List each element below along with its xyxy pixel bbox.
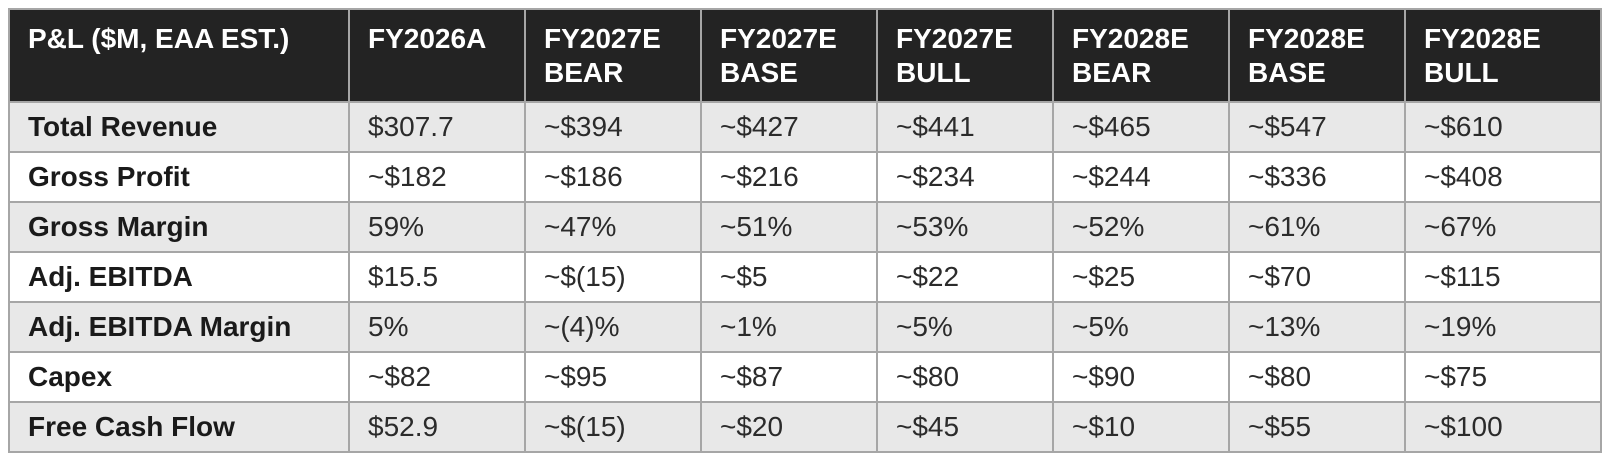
header-cell-fy2028e-bull: FY2028E BULL [1404,7,1602,104]
table-row-total-revenue: Total Revenue $307.7 ~$394 ~$427 ~$441 ~… [8,101,1602,154]
table-header-row: P&L ($M, EAA EST.) FY2026A FY2027E BEAR … [8,7,1602,104]
cell: $52.9 [348,401,526,454]
header-cell-fy2027e-bull: FY2027E BULL [876,7,1054,104]
cell: 59% [348,201,526,254]
cell: ~61% [1228,201,1406,254]
row-label: Gross Profit [8,151,350,204]
cell: ~51% [700,201,878,254]
row-label: Total Revenue [8,101,350,154]
header-cell-fy2028e-bear: FY2028E BEAR [1052,7,1230,104]
row-label: Adj. EBITDA Margin [8,301,350,354]
row-label: Gross Margin [8,201,350,254]
cell: ~$90 [1052,351,1230,404]
cell: ~$547 [1228,101,1406,154]
cell: ~1% [700,301,878,354]
cell: ~13% [1228,301,1406,354]
cell: ~47% [524,201,702,254]
cell: $15.5 [348,251,526,304]
cell: ~5% [1052,301,1230,354]
cell: ~5% [876,301,1054,354]
cell: ~$610 [1404,101,1602,154]
cell: ~$80 [1228,351,1406,404]
cell: ~$216 [700,151,878,204]
cell: ~$80 [876,351,1054,404]
cell: ~$25 [1052,251,1230,304]
cell: ~$5 [700,251,878,304]
cell: ~$75 [1404,351,1602,404]
header-cell-fy2027e-bear: FY2027E BEAR [524,7,702,104]
cell: ~(4)% [524,301,702,354]
cell: ~52% [1052,201,1230,254]
cell: ~53% [876,201,1054,254]
cell: ~$70 [1228,251,1406,304]
row-label: Capex [8,351,350,404]
header-cell-fy2027e-base: FY2027E BASE [700,7,878,104]
cell: ~$465 [1052,101,1230,154]
table-row-free-cash-flow: Free Cash Flow $52.9 ~$(15) ~$20 ~$45 ~$… [8,401,1602,454]
header-cell-fy2028e-base: FY2028E BASE [1228,7,1406,104]
cell: ~67% [1404,201,1602,254]
cell: ~$55 [1228,401,1406,454]
cell: ~$427 [700,101,878,154]
cell: ~$87 [700,351,878,404]
table-row-gross-margin: Gross Margin 59% ~47% ~51% ~53% ~52% ~61… [8,201,1602,254]
cell: $307.7 [348,101,526,154]
cell: ~$22 [876,251,1054,304]
cell: ~$186 [524,151,702,204]
cell: ~$95 [524,351,702,404]
table-row-capex: Capex ~$82 ~$95 ~$87 ~$80 ~$90 ~$80 ~$75 [8,351,1602,404]
cell: ~$45 [876,401,1054,454]
cell: ~$182 [348,151,526,204]
cell: ~$(15) [524,401,702,454]
cell: ~$408 [1404,151,1602,204]
cell: ~$441 [876,101,1054,154]
header-cell-metric: P&L ($M, EAA EST.) [8,7,350,104]
cell: ~$(15) [524,251,702,304]
cell: ~$394 [524,101,702,154]
table-row-adj-ebitda: Adj. EBITDA $15.5 ~$(15) ~$5 ~$22 ~$25 ~… [8,251,1602,304]
cell: 5% [348,301,526,354]
cell: ~$234 [876,151,1054,204]
cell: ~$82 [348,351,526,404]
pnl-scenario-table: P&L ($M, EAA EST.) FY2026A FY2027E BEAR … [8,7,1602,454]
cell: ~$20 [700,401,878,454]
header-cell-fy2026a: FY2026A [348,7,526,104]
cell: ~$244 [1052,151,1230,204]
cell: ~$100 [1404,401,1602,454]
cell: ~$10 [1052,401,1230,454]
table-row-adj-ebitda-margin: Adj. EBITDA Margin 5% ~(4)% ~1% ~5% ~5% … [8,301,1602,354]
cell: ~$115 [1404,251,1602,304]
table-row-gross-profit: Gross Profit ~$182 ~$186 ~$216 ~$234 ~$2… [8,151,1602,204]
row-label: Adj. EBITDA [8,251,350,304]
row-label: Free Cash Flow [8,401,350,454]
cell: ~19% [1404,301,1602,354]
cell: ~$336 [1228,151,1406,204]
